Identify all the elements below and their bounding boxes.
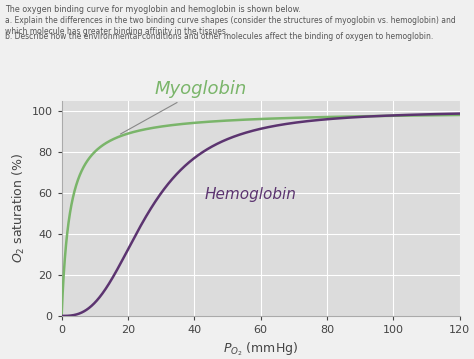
X-axis label: $P_{O_2}$ (mmHg): $P_{O_2}$ (mmHg) — [223, 340, 298, 358]
Text: The oxygen binding curve for myoglobin and hemoglobin is shown below.: The oxygen binding curve for myoglobin a… — [5, 5, 301, 14]
Text: Hemoglobin: Hemoglobin — [204, 187, 296, 202]
Text: Myoglobin: Myoglobin — [120, 80, 247, 134]
Text: b. Describe how the environmental conditions and other molecules affect the bind: b. Describe how the environmental condit… — [5, 32, 433, 41]
Y-axis label: $O_2$ saturation (%): $O_2$ saturation (%) — [11, 153, 27, 263]
Text: a. Explain the differences in the two binding curve shapes (consider the structu: a. Explain the differences in the two bi… — [5, 16, 456, 36]
